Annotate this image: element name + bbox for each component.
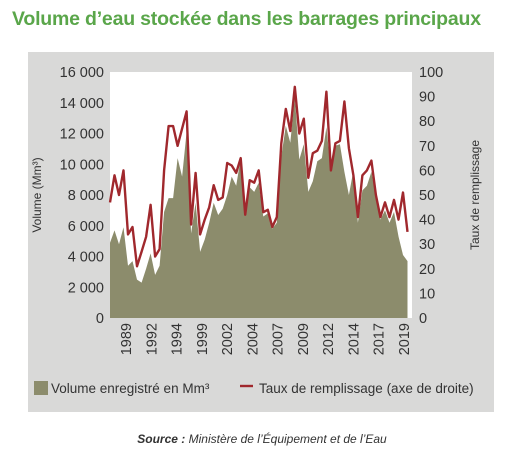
y-left-tick-label: 14 000: [60, 96, 104, 112]
y-right-tick-label: 0: [419, 311, 427, 327]
y-left-tick-label: 8 000: [68, 188, 104, 204]
x-tick-label: 2004: [245, 323, 261, 355]
y-right-tick-label: 80: [419, 114, 435, 130]
y-right-axis-title: Taux de remplissage: [468, 140, 482, 250]
source-label: Source :: [137, 432, 186, 446]
x-tick-label: 2012: [321, 323, 337, 355]
x-tick-label: 1992: [144, 323, 160, 355]
fill-rate-line: [108, 85, 409, 268]
y-right-tick-label: 30: [419, 237, 435, 253]
volume-area: [110, 96, 408, 318]
y-right-tick-label: 90: [419, 90, 435, 106]
source-text: Ministère de l’Équipement et de l’Eau: [188, 432, 387, 446]
x-tick-label: 2002: [220, 323, 236, 355]
x-tick-label: 1989: [119, 323, 135, 355]
chart-title: Volume d’eau stockée dans les barrages p…: [12, 8, 481, 30]
y-right-tick-label: 100: [419, 65, 443, 81]
y-left-tick-label: 16 000: [60, 65, 104, 81]
source-note: Source : Ministère de l’Équipement et de…: [0, 432, 524, 446]
legend-swatch-volume: [34, 381, 48, 395]
y-right-tick-label: 70: [419, 139, 435, 155]
x-tick-label: 2014: [346, 323, 362, 355]
legend-label-volume: Volume enregistré en Mm³: [51, 381, 210, 396]
x-tick-label: 2017: [372, 323, 388, 355]
y-right-tick-label: 10: [419, 286, 435, 302]
y-left-tick-label: 2 000: [68, 280, 104, 296]
legend-label-line: Taux de remplissage (axe de droite): [259, 381, 474, 396]
y-left-tick-label: 4 000: [68, 250, 104, 266]
x-tick-label: 1994: [170, 323, 186, 355]
y-right-tick-label: 60: [419, 163, 435, 179]
y-left-tick-label: 12 000: [60, 127, 104, 143]
y-right-tick-label: 40: [419, 213, 435, 229]
y-right-tick-label: 50: [419, 188, 435, 204]
y-right-tick-label: 20: [419, 262, 435, 278]
y-left-tick-label: 6 000: [68, 219, 104, 235]
x-tick-label: 2019: [397, 323, 413, 355]
x-tick-label: 2007: [271, 323, 287, 355]
x-tick-label: 2009: [296, 323, 312, 355]
y-left-tick-label: 10 000: [60, 157, 104, 173]
y-left-axis-title: Volume (Mm³): [30, 157, 44, 232]
y-left-tick-label: 0: [96, 311, 104, 327]
x-tick-label: 1999: [195, 323, 211, 355]
